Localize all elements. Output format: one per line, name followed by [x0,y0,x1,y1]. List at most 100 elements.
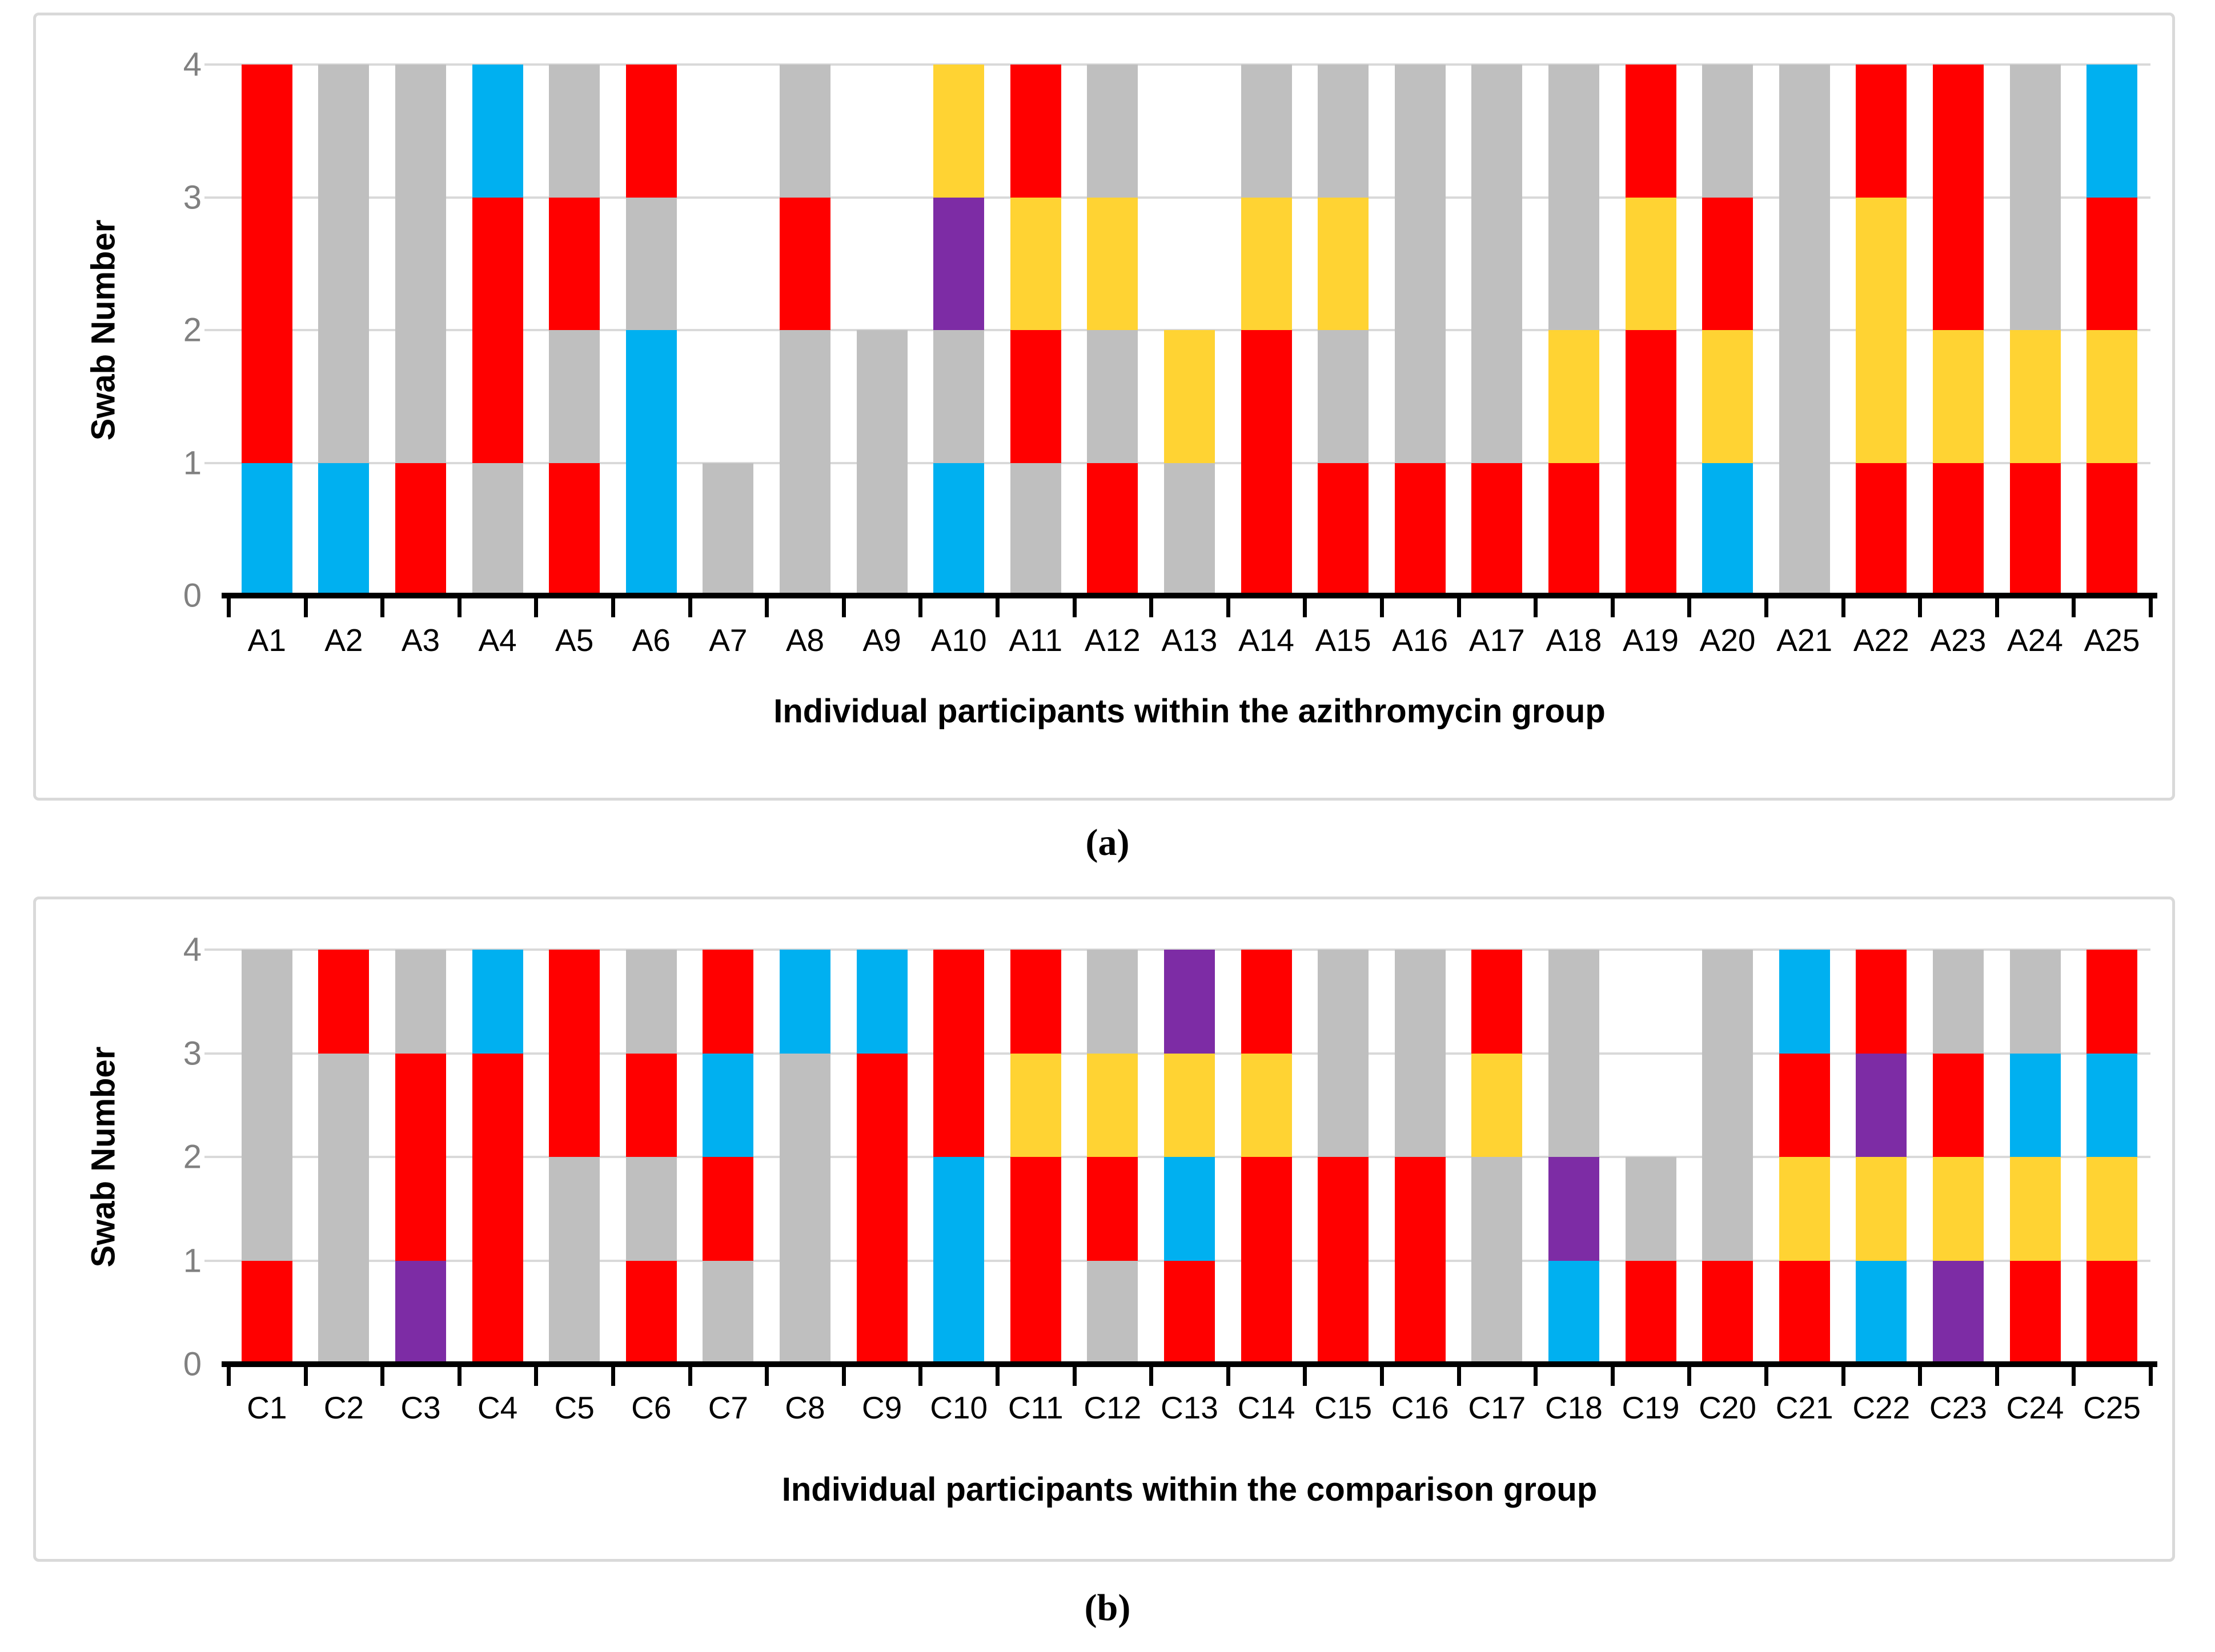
x-tick-mark [765,1366,769,1386]
bar-C23-swab2-yellow [1933,1157,1984,1261]
x-tick-mark [1918,598,1923,617]
x-tick-label-A2: A2 [324,622,363,658]
bar-C4-swab1-red [472,1260,523,1364]
bar-C21-swab2-yellow [1779,1157,1830,1261]
x-tick-label-A9: A9 [862,622,901,658]
bar-A10-swab1-blue [933,463,985,596]
bar-C2-swab3-gray [318,1053,370,1157]
x-tick-label-C17: C17 [1468,1390,1526,1425]
bar-A18-swab1-red [1548,463,1599,596]
bar-C10-swab2-blue [933,1157,985,1261]
x-tick-label-C11: C11 [1008,1390,1064,1425]
bar-C8 [767,950,844,1364]
bar-C14 [1228,950,1305,1364]
bar-C5-swab4-red [549,950,600,1054]
x-tick-mark [2072,1366,2076,1386]
bar-C21-swab1-red [1779,1260,1830,1364]
x-tick-mark [1764,1366,1768,1386]
bar-C15 [1305,950,1382,1364]
bar-A3-swab1-red [395,463,446,596]
x-tick-mark [1072,1366,1077,1386]
bar-C1-swab1-red [241,1260,292,1364]
bar-C18-swab4-gray [1548,950,1599,1054]
bar-C7-swab1-gray [703,1260,754,1364]
bar-A5-swab1-red [549,463,600,596]
bar-A21-swab2-gray [1779,330,1830,463]
x-tick-mark [1456,598,1461,617]
bar-C18-swab2-purple [1548,1157,1599,1261]
gridline-y4 [228,63,2150,66]
bar-A24-swab3-gray [2009,197,2061,330]
y-axis-tick-labels: 0 1 2 3 4 [147,46,202,614]
bar-C13-swab2-blue [1164,1157,1215,1261]
bars-container [228,65,2150,596]
bar-A11-swab2-red [1010,330,1061,463]
x-tick-label-A21: A21 [1776,622,1833,658]
x-tick-label-C25: C25 [2083,1390,2141,1425]
bar-A5-swab3-red [549,197,600,330]
bar-A5-swab2-gray [549,330,600,463]
x-tick-label-C16: C16 [1391,1390,1449,1425]
x-tick-mark [1380,1366,1384,1386]
x-tick-mark [765,598,769,617]
bar-C13 [1151,950,1228,1364]
bar-C21-swab4-blue [1779,950,1830,1054]
bar-A12-swab2-gray [1087,330,1138,463]
bar-A8 [767,65,844,596]
bar-A22-swab4-red [1856,65,1907,198]
x-tick-label-C4: C4 [477,1390,518,1425]
bar-A20-swab2-yellow [1702,330,1753,463]
x-tick-label-C24: C24 [2006,1390,2064,1425]
bar-C10-swab1-blue [933,1260,985,1364]
bar-A5-swab4-gray [549,65,600,198]
x-tick-label-C21: C21 [1775,1390,1833,1425]
bar-A11-swab1-gray [1010,463,1061,596]
x-tick-mark [1995,1366,1999,1386]
bar-A7-swab3-none [703,198,753,331]
x-tick-label-A6: A6 [632,622,671,658]
bar-A7-swab1-gray [703,463,754,596]
bar-A1-swab2-red [241,330,292,463]
bar-C4-swab2-red [472,1157,523,1261]
bar-C15-swab1-red [1318,1260,1369,1364]
bar-C17-swab2-gray [1471,1157,1523,1261]
bar-C25-swab1-red [2086,1260,2138,1364]
bar-A14-swab3-yellow [1241,197,1292,330]
x-tick-label-C23: C23 [1929,1390,1987,1425]
bar-A24-swab4-gray [2009,65,2061,198]
bar-C25-swab4-red [2086,950,2138,1054]
x-tick-mark [1918,1366,1923,1386]
bar-A7 [690,65,767,596]
bar-A15-swab2-gray [1318,330,1369,463]
bar-C16-swab4-gray [1394,950,1446,1054]
bar-C12-swab4-gray [1087,950,1138,1054]
bar-A6-swab4-red [625,65,677,198]
bar-A2-swab3-gray [318,197,370,330]
bar-A17-swab4-gray [1471,65,1523,198]
x-tick-mark [1380,598,1384,617]
bar-A11-swab4-red [1010,65,1061,198]
x-axis-tick-labels: C1 C2 C3 C4 C5 C6 C7 C8 C9 C10 C11 C12 C13 C14 C15 C16 C… [228,1389,2150,1426]
bar-A15-swab1-red [1318,463,1369,596]
bar-A25-swab3-red [2086,197,2138,330]
bar-A14 [1228,65,1305,596]
bar-C2-swab2-gray [318,1157,370,1261]
x-tick-label-A16: A16 [1392,622,1448,658]
bar-C2-swab1-gray [318,1260,370,1364]
bar-A3-swab4-gray [395,65,446,198]
bar-C9 [844,950,921,1364]
bar-A10 [920,65,997,596]
bar-C17-swab3-yellow [1471,1053,1523,1157]
x-tick-label-C13: C13 [1160,1390,1218,1425]
bar-A2-swab1-blue [318,463,370,596]
bar-C12-swab3-yellow [1087,1053,1138,1157]
bar-A21-swab1-gray [1779,463,1830,596]
x-tick-mark [1841,1366,1845,1386]
x-tick-label-A13: A13 [1161,622,1218,658]
bar-A2 [306,65,383,596]
bar-A13-swab2-yellow [1164,330,1215,463]
bar-A12 [1074,65,1151,596]
y-axis-tick-labels: 0 1 2 3 4 [147,931,202,1383]
